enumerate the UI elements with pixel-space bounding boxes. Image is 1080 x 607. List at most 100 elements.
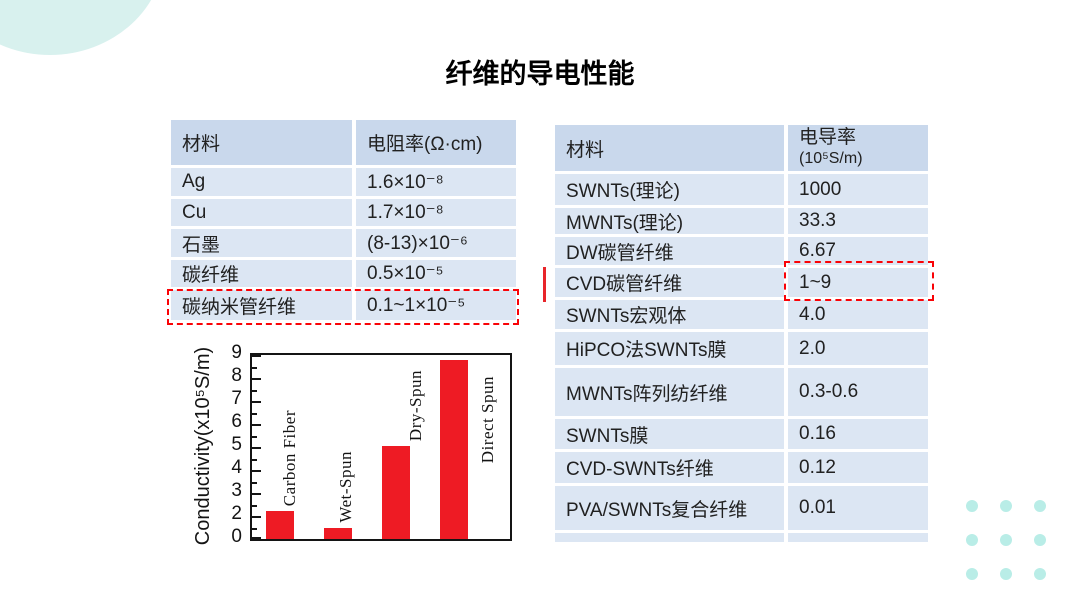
table-header-value: 电导率 (10⁵S/m) <box>788 125 928 171</box>
table-cell-material: DW碳管纤维 <box>555 237 784 265</box>
table-cell-material: SWNTs宏观体 <box>555 300 784 329</box>
table-cell-material: PVA/SWNTs复合纤维 <box>555 486 784 530</box>
conductivity-table: 材料 电导率 (10⁵S/m) SWNTs(理论) 1000 MWNTs(理论) 33.3 D… <box>555 125 928 545</box>
y-axis-tick-label: 4 <box>231 457 242 478</box>
table-cell-material: SWNTs膜 <box>555 419 784 449</box>
table-cell-value: 2.0 <box>788 332 928 365</box>
y-axis-major-tick <box>252 516 261 518</box>
table-cell-material: 碳纳米管纤维 <box>171 290 352 320</box>
table-cell-material: Ag <box>171 168 352 196</box>
table-header-material: 材料 <box>555 125 784 171</box>
y-axis-tick-label: 0 <box>231 526 242 547</box>
y-axis-minor-tick <box>252 527 257 530</box>
bar-dry-spun <box>382 445 410 539</box>
highlight-box-cvd-value <box>784 261 934 301</box>
table-row: 碳纳米管纤维 0.1~1×10⁻⁵ <box>171 290 516 320</box>
table-cell-value: 0.16 <box>788 419 928 449</box>
decor-dot <box>966 534 978 546</box>
y-axis-minor-tick <box>252 481 257 484</box>
table-cell-value: 33.3 <box>788 208 928 234</box>
table-cell-value: 1~9 <box>788 268 928 297</box>
y-axis-tick-label: 2 <box>231 503 242 524</box>
table-cell-value: 0.01 <box>788 486 928 530</box>
table-empty-cell <box>555 533 784 542</box>
table-cell-material: CVD-SWNTs纤维 <box>555 452 784 483</box>
highlight-tick-cvd-row <box>543 267 546 302</box>
table-header-row: 材料 电导率 (10⁵S/m) <box>555 125 928 171</box>
page-title: 纤维的导电性能 <box>445 59 635 89</box>
table-cell-material: 碳纤维 <box>171 260 352 287</box>
decor-dot <box>966 500 978 512</box>
table-row: DW碳管纤维 6.67 <box>555 237 928 265</box>
y-axis-major-tick <box>252 493 261 495</box>
y-axis-major-tick <box>252 447 261 449</box>
bar-direct-spun <box>440 359 468 539</box>
conductivity-bar-chart: Carbon Fiber Wet-Spun Dry-Spun Direct Spun <box>250 353 512 541</box>
bar-wet-spun <box>324 527 352 539</box>
table-cell-value: 1.7×10⁻⁸ <box>356 199 516 226</box>
decor-dot-grid <box>966 500 1056 580</box>
y-axis-major-tick <box>252 537 261 539</box>
table-row: MWNTs(理论) 33.3 <box>555 208 928 234</box>
y-axis-tick-label: 8 <box>231 365 242 386</box>
y-axis-minor-tick <box>252 458 257 461</box>
bar-category-label: Dry-Spun <box>406 369 425 441</box>
y-axis-major-tick <box>252 378 261 380</box>
table-cell-value: 0.5×10⁻⁵ <box>356 260 516 287</box>
decor-dot <box>966 568 978 580</box>
y-axis-minor-tick <box>252 366 257 369</box>
table-row: SWNTs膜 0.16 <box>555 419 928 449</box>
table-row: Cu 1.7×10⁻⁸ <box>171 199 516 226</box>
table-row: SWNTs(理论) 1000 <box>555 174 928 205</box>
y-axis-major-tick <box>252 355 261 357</box>
table-row: CVD碳管纤维 1~9 <box>555 268 928 297</box>
table-cell-value: 1000 <box>788 174 928 205</box>
table-row: 石墨 (8-13)×10⁻⁶ <box>171 229 516 257</box>
highlight-box-cnt-fiber-row <box>167 289 519 325</box>
table-cell-value: 1.6×10⁻⁸ <box>356 168 516 196</box>
decor-dot <box>1000 568 1012 580</box>
table-cell-value: (8-13)×10⁻⁶ <box>356 229 516 257</box>
y-axis-minor-tick <box>252 389 257 392</box>
table-row: HiPCO法SWNTs膜 2.0 <box>555 332 928 365</box>
y-axis-minor-tick <box>252 504 257 507</box>
table-cell-material: MWNTs阵列纺纤维 <box>555 368 784 416</box>
table-header-row: 材料 电阻率(Ω·cm) <box>171 120 516 165</box>
table-row <box>555 533 928 542</box>
y-axis-tick-label: 5 <box>231 434 242 455</box>
table-cell-material: HiPCO法SWNTs膜 <box>555 332 784 365</box>
y-axis-tick-label: 9 <box>231 342 242 363</box>
table-cell-value: 0.3-0.6 <box>788 368 928 416</box>
resistivity-table: 材料 电阻率(Ω·cm) Ag 1.6×10⁻⁸ Cu 1.7×10⁻⁸ 石墨 (8-13)×… <box>171 120 516 323</box>
table-cell-value: 0.1~1×10⁻⁵ <box>356 290 516 320</box>
y-axis-tick-label: 6 <box>231 411 242 432</box>
table-cell-value: 4.0 <box>788 300 928 329</box>
table-row: Ag 1.6×10⁻⁸ <box>171 168 516 196</box>
decor-dot <box>1034 534 1046 546</box>
y-axis-tick-label: 7 <box>231 388 242 409</box>
table-cell-material: MWNTs(理论) <box>555 208 784 234</box>
bar-category-label: Direct Spun <box>478 375 497 463</box>
table-row: PVA/SWNTs复合纤维 0.01 <box>555 486 928 530</box>
table-row: MWNTs阵列纺纤维 0.3-0.6 <box>555 368 928 416</box>
decor-dot <box>1034 568 1046 580</box>
table-cell-value: 0.12 <box>788 452 928 483</box>
y-axis-major-tick <box>252 470 261 472</box>
y-axis-major-tick <box>252 424 261 426</box>
table-row: 碳纤维 0.5×10⁻⁵ <box>171 260 516 287</box>
y-axis-tick-label: 3 <box>231 480 242 501</box>
table-row: SWNTs宏观体 4.0 <box>555 300 928 329</box>
table-header-material: 材料 <box>171 120 352 165</box>
y-axis-minor-tick <box>252 412 257 415</box>
decor-circle <box>0 0 165 55</box>
decor-dot <box>1000 500 1012 512</box>
bar-category-label: Wet-Spun <box>336 450 355 523</box>
y-axis-minor-tick <box>252 435 257 438</box>
decor-dot <box>1000 534 1012 546</box>
table-cell-material: CVD碳管纤维 <box>555 268 784 297</box>
table-empty-cell <box>788 533 928 542</box>
table-row: CVD-SWNTs纤维 0.12 <box>555 452 928 483</box>
table-header-value: 电阻率(Ω·cm) <box>356 120 516 165</box>
bar-category-label: Carbon Fiber <box>280 410 299 507</box>
